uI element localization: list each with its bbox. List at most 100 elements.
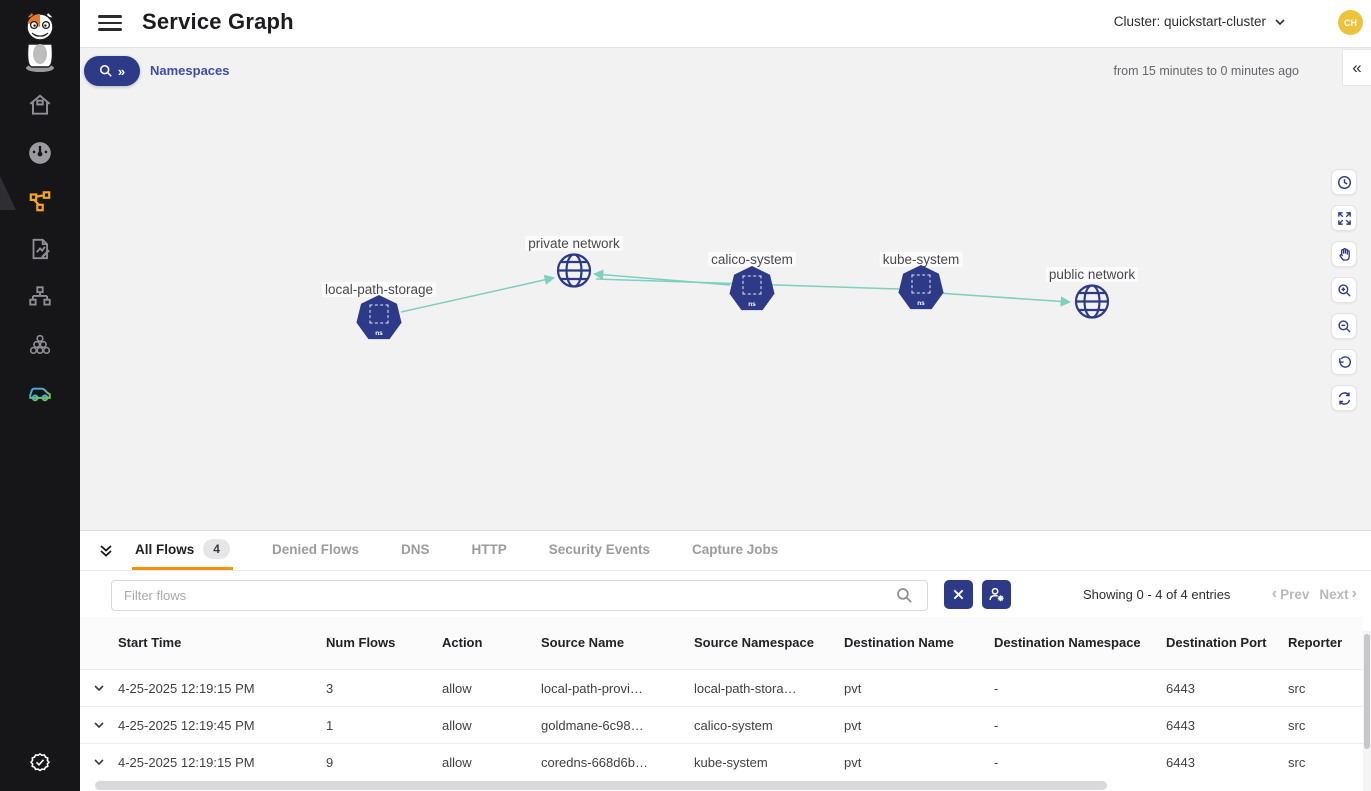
breadcrumb[interactable]: Namespaces xyxy=(150,63,230,78)
chevron-left-icon: ‹ xyxy=(1271,585,1278,602)
col-source-namespace[interactable]: Source Namespace xyxy=(694,634,814,650)
graph-node-calico-system[interactable]: ns xyxy=(729,266,775,312)
graph-undo-button[interactable] xyxy=(1331,349,1357,375)
sidebar xyxy=(0,0,80,791)
network-tree-icon xyxy=(29,286,51,306)
tab-http[interactable]: HTTP xyxy=(471,541,507,557)
flows-panel: All Flows 4 Denied Flows DNS HTTP Securi… xyxy=(80,530,1371,791)
flows-table: Start Time Num Flows Action Source Name … xyxy=(80,617,1363,791)
user-gear-icon xyxy=(989,587,1004,602)
table-row[interactable]: 4-25-2025 12:19:45 PM 1 allow goldmane-6… xyxy=(80,706,1363,743)
graph-edges xyxy=(400,269,1072,313)
graph-search-button[interactable]: » xyxy=(84,56,140,86)
menu-hamburger-icon[interactable] xyxy=(98,12,122,34)
sidebar-item-compliance[interactable] xyxy=(0,369,80,417)
vertical-scrollbar-thumb[interactable] xyxy=(1364,634,1370,749)
tab-denied-flows[interactable]: Denied Flows xyxy=(271,541,359,557)
undo-icon xyxy=(1338,355,1351,368)
vertical-scrollbar-track[interactable] xyxy=(1363,631,1371,791)
col-action[interactable]: Action xyxy=(442,634,483,650)
sidebar-item-dashboard[interactable] xyxy=(0,129,80,177)
next-page-button[interactable]: Next › xyxy=(1319,585,1357,602)
page-title: Service Graph xyxy=(142,9,294,34)
horizontal-scrollbar[interactable] xyxy=(95,781,1107,790)
globe-icon xyxy=(1074,284,1110,319)
service-graph-icon xyxy=(29,191,51,212)
graph-zoom-in-button[interactable] xyxy=(1331,277,1357,303)
graph-node-private-network[interactable] xyxy=(554,251,594,296)
certificate-check-icon xyxy=(29,753,51,772)
col-destination-namespace[interactable]: Destination Namespace xyxy=(994,634,1141,650)
globe-icon xyxy=(556,253,592,288)
flows-tabs: All Flows 4 Denied Flows DNS HTTP Securi… xyxy=(132,531,817,570)
sidebar-item-network[interactable] xyxy=(0,273,80,321)
double-chevron-down-icon xyxy=(100,544,112,557)
top-bar: Service Graph Cluster: quickstart-cluste… xyxy=(80,0,1371,47)
sidebar-item-certificate[interactable] xyxy=(0,751,80,775)
sidebar-item-workloads[interactable] xyxy=(0,321,80,369)
col-destination-port[interactable]: Destination Port xyxy=(1166,634,1267,650)
flows-filterbar: Showing 0 - 4 of 4 entries ‹ Prev Next › xyxy=(80,571,1371,617)
col-source-name[interactable]: Source Name xyxy=(541,634,625,650)
node-label[interactable]: kube-system xyxy=(879,252,963,267)
graph-node-local-path-storage[interactable]: ns xyxy=(356,295,402,341)
filter-flows-input[interactable] xyxy=(111,580,928,611)
table-row[interactable]: 4-25-2025 12:19:15 PM 3 allow local-path… xyxy=(80,669,1363,706)
row-expand-button[interactable] xyxy=(80,756,118,768)
col-start-time[interactable]: Start Time xyxy=(118,634,182,650)
circles-cluster-icon xyxy=(29,334,51,355)
sidebar-item-reports[interactable] xyxy=(0,225,80,273)
dashboard-gauge-icon xyxy=(29,142,51,164)
tab-all-flows[interactable]: All Flows 4 xyxy=(132,531,233,570)
tab-security-events[interactable]: Security Events xyxy=(548,541,651,557)
node-label[interactable]: local-path-storage xyxy=(321,282,437,297)
avatar-initials: CH xyxy=(1344,17,1357,28)
close-icon xyxy=(953,589,964,600)
col-reporter[interactable]: Reporter xyxy=(1288,634,1343,650)
flows-table-header: Start Time Num Flows Action Source Name … xyxy=(80,617,1363,669)
node-label[interactable]: public network xyxy=(1045,267,1139,282)
graph-node-public-network[interactable] xyxy=(1072,282,1112,327)
avatar[interactable]: CH xyxy=(1338,10,1363,35)
tab-capture-jobs[interactable]: Capture Jobs xyxy=(692,541,779,557)
chevron-down-icon xyxy=(1275,18,1285,25)
service-graph-canvas[interactable]: local-path-storage ns private network ca… xyxy=(80,93,1371,530)
node-label[interactable]: calico-system xyxy=(708,252,796,267)
row-expand-button[interactable] xyxy=(80,719,118,731)
calico-cat-logo xyxy=(24,10,56,72)
graph-refresh-button[interactable] xyxy=(1331,385,1357,411)
node-label[interactable]: private network xyxy=(525,236,623,251)
graph-pan-button[interactable] xyxy=(1331,241,1357,267)
graph-fit-screen-button[interactable] xyxy=(1331,205,1357,231)
col-destination-name[interactable]: Destination Name xyxy=(844,634,954,650)
chevron-down-icon xyxy=(94,685,104,692)
chevron-down-icon xyxy=(94,722,104,729)
search-icon xyxy=(99,64,112,77)
graph-history-button[interactable] xyxy=(1331,169,1357,195)
pan-hand-icon xyxy=(1338,247,1350,261)
col-num-flows[interactable]: Num Flows xyxy=(326,634,396,650)
chevron-right-icon: › xyxy=(1351,585,1357,602)
showing-entries-label: Showing 0 - 4 of 4 entries xyxy=(1083,587,1231,602)
right-panel-toggle[interactable]: « xyxy=(1342,49,1371,86)
namespace-heptagon-icon: ns xyxy=(356,295,402,340)
expand-search-icon: » xyxy=(117,63,126,79)
panel-collapse-button[interactable] xyxy=(95,540,117,562)
clear-filter-button[interactable] xyxy=(944,580,973,609)
graph-zoom-out-button[interactable] xyxy=(1331,313,1357,339)
sidebar-item-home[interactable] xyxy=(0,81,80,129)
row-expand-button[interactable] xyxy=(80,682,118,694)
prev-page-button[interactable]: ‹ Prev xyxy=(1271,585,1310,602)
table-row[interactable]: 4-25-2025 12:19:15 PM 9 allow coredns-66… xyxy=(80,743,1363,780)
column-settings-button[interactable] xyxy=(982,580,1011,609)
tab-dns[interactable]: DNS xyxy=(400,541,430,557)
namespace-heptagon-icon: ns xyxy=(898,265,944,310)
refresh-icon xyxy=(1338,391,1350,405)
flows-tabbar: All Flows 4 Denied Flows DNS HTTP Securi… xyxy=(80,531,1371,571)
sidebar-nav xyxy=(0,81,80,417)
sidebar-item-service-graph[interactable] xyxy=(0,177,80,225)
cluster-selector[interactable]: Cluster: quickstart-cluster xyxy=(1114,14,1286,29)
flows-table-body: 4-25-2025 12:19:15 PM 3 allow local-path… xyxy=(80,669,1363,780)
zoom-in-icon xyxy=(1337,283,1351,297)
graph-node-kube-system[interactable]: ns xyxy=(898,265,944,311)
